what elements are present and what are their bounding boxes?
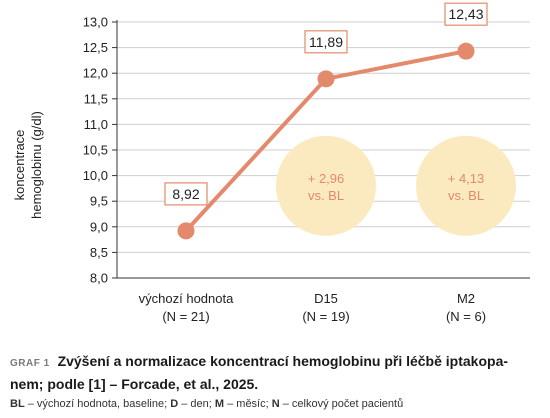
legend-text-n: – celkový počet pacientů <box>279 398 404 410</box>
y-tick-label: 8,5 <box>90 245 108 260</box>
x-category-label: M2 <box>457 291 475 306</box>
x-category-n: (N = 19) <box>302 309 349 324</box>
legend-text-bl: – výchozí hodnota, baseline; <box>24 398 171 410</box>
data-label: 12,43 <box>448 6 483 22</box>
x-category-n: (N = 6) <box>446 309 486 324</box>
y-tick-label: 13,0 <box>83 15 108 30</box>
y-tick-label: 10,0 <box>83 168 108 183</box>
x-category-n: (N = 21) <box>162 309 209 324</box>
data-label: 8,92 <box>172 186 199 202</box>
abbreviation-legend: BL – výchozí hodnota, baseline; D – den;… <box>10 398 403 410</box>
legend-key-bl: BL <box>10 398 25 410</box>
annotation-delta: + 4,13 <box>448 171 485 186</box>
data-label-box <box>304 30 348 54</box>
y-tick-label: 10,5 <box>83 143 108 158</box>
x-category-label: D15 <box>314 291 338 306</box>
y-tick-label: 11,0 <box>84 117 108 132</box>
data-label-box <box>164 182 208 206</box>
caption-tag: GRAF 1 <box>10 358 50 369</box>
legend-key-m: M <box>214 398 225 410</box>
x-category-label: výchozí hodnota <box>139 291 234 306</box>
legend-text-d: – den; <box>178 398 215 410</box>
legend-key-n: N <box>271 398 280 410</box>
annotation-delta: + 2,96 <box>308 171 345 186</box>
y-tick-label: 12,5 <box>83 40 108 55</box>
caption-title-line1: Zvýšení a normalizace koncentrací hemogl… <box>57 353 509 369</box>
annotation-vs-bl: vs. BL <box>308 188 344 203</box>
annotation-circle <box>276 135 376 236</box>
y-tick-label: 8,0 <box>90 271 108 286</box>
data-point <box>177 222 195 240</box>
data-labels: 8,92 11,89 12,43 <box>164 2 488 206</box>
caption-title-line2: nem; podle [1] – Forcade, et al., 2025. <box>10 376 259 392</box>
data-point <box>317 70 335 88</box>
y-axis: 8,0 8,5 9,0 9,5 10,0 10,5 11,0 11,5 12,0 12,5 13,0 <box>83 15 530 286</box>
y-tick-label: 9,0 <box>90 219 108 234</box>
data-series <box>177 42 475 240</box>
legend-text-m: – měsíc; <box>224 398 272 410</box>
figure-caption: GRAF 1 Zvýšení a normalizace koncentrací… <box>10 351 540 394</box>
annotation-circles: + 2,96 vs. BL + 4,13 vs. BL <box>276 135 516 236</box>
annotation-vs-bl: vs. BL <box>448 188 484 203</box>
y-tick-label: 12,0 <box>83 66 108 81</box>
annotation-circle <box>416 135 516 236</box>
data-label-box <box>444 2 488 26</box>
data-point <box>457 42 475 60</box>
y-axis-title-line2: hemoglobinu (g/dl) <box>29 111 44 219</box>
x-axis-labels: výchozí hodnota (N = 21) D15 (N = 19) M2 (N =… <box>139 291 486 324</box>
y-axis-title-line1: koncentrace <box>12 130 27 201</box>
y-tick-label: 9,5 <box>90 194 108 209</box>
y-tick-label: 11,5 <box>84 91 108 106</box>
legend-key-d: D <box>170 398 179 410</box>
hemoglobin-chart: + 2,96 vs. BL + 4,13 vs. BL 8,0 8,5 9,0 9,5 10,… <box>12 2 530 324</box>
data-label: 11,89 <box>309 34 343 50</box>
